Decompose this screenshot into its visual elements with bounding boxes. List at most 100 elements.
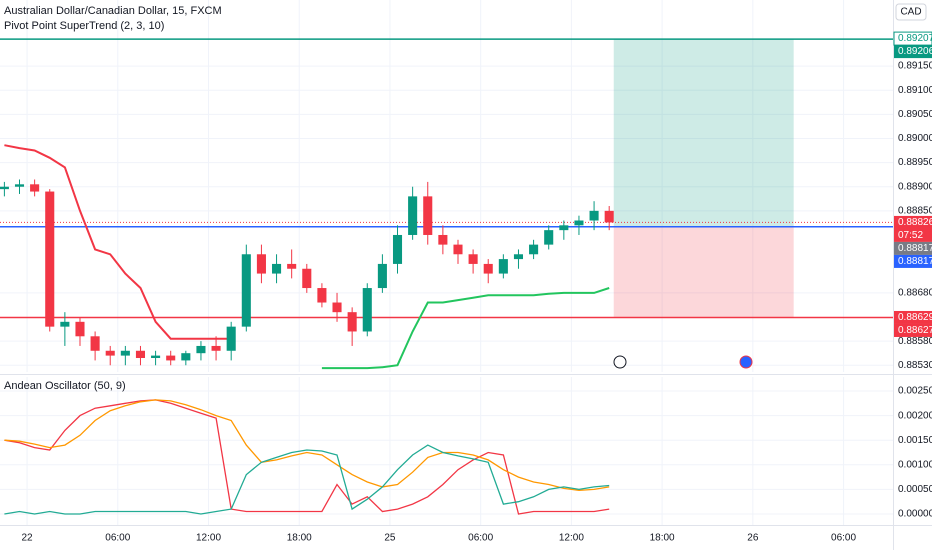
price-badge-label: 0.89206 bbox=[898, 46, 932, 57]
candle-body bbox=[513, 254, 524, 260]
candle-body bbox=[196, 345, 206, 354]
oscillator-title: Andean Oscillator (50, 9) bbox=[4, 380, 126, 392]
candle-body bbox=[45, 191, 55, 327]
candle-body bbox=[559, 225, 569, 231]
y-tick-label: 0.89100 bbox=[898, 85, 932, 96]
candle-body bbox=[0, 186, 9, 190]
x-tick-label: 06:00 bbox=[105, 533, 130, 544]
price-badge-label: 0.88627 bbox=[898, 325, 932, 336]
y-tick-label: 0.89000 bbox=[898, 133, 932, 144]
candle-body bbox=[241, 254, 251, 327]
y-tick-label: 0.00000 bbox=[898, 509, 932, 520]
oscillator-pane bbox=[4, 399, 610, 515]
candle-body bbox=[438, 234, 448, 245]
candle-body bbox=[30, 184, 40, 192]
candle-body bbox=[317, 288, 327, 303]
candle-body bbox=[362, 288, 372, 332]
x-tick-label: 22 bbox=[22, 533, 34, 544]
y-tick-label: 0.00050 bbox=[898, 484, 932, 495]
indicator-line bbox=[4, 144, 232, 340]
candle-body bbox=[105, 350, 115, 356]
y-tick-label: 0.00150 bbox=[898, 435, 932, 446]
candle-body bbox=[226, 326, 236, 351]
candle-body bbox=[166, 355, 176, 361]
y-tick-label: 0.00200 bbox=[898, 410, 932, 421]
y-tick-label: 0.88900 bbox=[898, 181, 932, 192]
stop-zone bbox=[613, 226, 794, 318]
countdown-label: 07:52 bbox=[898, 230, 923, 241]
price-badge-label: 0.88826 bbox=[898, 217, 932, 228]
x-tick-label: 06:00 bbox=[831, 533, 856, 544]
candle-body bbox=[453, 244, 463, 255]
candle-body bbox=[60, 321, 70, 327]
candle-body bbox=[90, 336, 100, 351]
candle-body bbox=[181, 353, 191, 361]
y-tick-label: 0.88680 bbox=[898, 288, 932, 299]
y-tick-label: 0.00100 bbox=[898, 459, 932, 470]
candle-body bbox=[120, 350, 130, 356]
candle-body bbox=[75, 321, 85, 337]
candle-body bbox=[332, 302, 342, 313]
indicator-line bbox=[4, 399, 610, 492]
x-tick-label: 12:00 bbox=[196, 533, 221, 544]
candle-body bbox=[544, 230, 554, 245]
price-badge bbox=[894, 254, 932, 268]
indicator-line bbox=[4, 399, 610, 515]
y-tick-label: 0.88530 bbox=[898, 360, 932, 371]
candle-body bbox=[14, 184, 25, 187]
currency-button[interactable] bbox=[895, 3, 927, 21]
y-tick-label: 0.89150 bbox=[898, 61, 932, 72]
x-tick-label: 26 bbox=[747, 533, 759, 544]
price-badge-label: 0.88629 bbox=[898, 312, 932, 323]
y-tick-label: 0.88580 bbox=[898, 336, 932, 347]
axes: 0.89150 0.89100 0.89050 0.89000 0.88950 0.889… bbox=[22, 31, 932, 544]
y-tick-label: 0.00250 bbox=[898, 386, 932, 397]
x-tick-label: 18:00 bbox=[650, 533, 675, 544]
candle-body bbox=[256, 254, 266, 274]
candle-body bbox=[392, 234, 403, 264]
price-pane bbox=[0, 38, 893, 370]
price-badge bbox=[894, 241, 932, 255]
indicator-line bbox=[321, 287, 610, 370]
candle-body bbox=[287, 263, 297, 269]
candle-body bbox=[272, 263, 282, 274]
price-badge bbox=[894, 215, 932, 242]
price-badge-label: 0.88817 bbox=[898, 243, 932, 254]
grid bbox=[0, 0, 893, 525]
indicator-line bbox=[4, 444, 610, 515]
chart-title: Australian Dollar/Canadian Dollar, 15, F… bbox=[4, 5, 222, 17]
candle-body bbox=[408, 196, 418, 235]
candle-body bbox=[211, 345, 221, 351]
price-badge-label: 0.89207 bbox=[898, 33, 932, 44]
currency-label[interactable]: CAD bbox=[900, 7, 921, 18]
x-tick-label: 06:00 bbox=[468, 533, 493, 544]
candle-body bbox=[574, 220, 584, 226]
price-badge bbox=[894, 310, 932, 324]
event-icon[interactable] bbox=[613, 355, 627, 369]
candle-body bbox=[423, 196, 433, 235]
price-badge-label: 0.88817 bbox=[898, 256, 932, 267]
candle-body bbox=[529, 244, 539, 255]
x-tick-label: 25 bbox=[384, 533, 396, 544]
candle-body bbox=[377, 263, 387, 289]
candle-body bbox=[604, 210, 614, 223]
x-tick-label: 12:00 bbox=[559, 533, 584, 544]
target-zone bbox=[613, 39, 794, 227]
candle-body bbox=[589, 210, 599, 221]
x-tick-label: 18:00 bbox=[287, 533, 312, 544]
flag-icon[interactable] bbox=[739, 355, 753, 369]
candle-body bbox=[498, 259, 508, 274]
candle-body bbox=[483, 263, 493, 274]
price-badge bbox=[894, 323, 932, 337]
y-tick-label: 0.88850 bbox=[898, 205, 932, 216]
candle-body bbox=[151, 355, 161, 359]
candle-body bbox=[468, 254, 478, 264]
y-tick-label: 0.89050 bbox=[898, 109, 932, 120]
candle-body bbox=[302, 268, 312, 289]
y-tick-label: 0.88950 bbox=[898, 157, 932, 168]
candle-body bbox=[347, 312, 357, 332]
indicator-title: Pivot Point SuperTrend (2, 3, 10) bbox=[4, 20, 164, 32]
candle-body bbox=[135, 350, 146, 359]
